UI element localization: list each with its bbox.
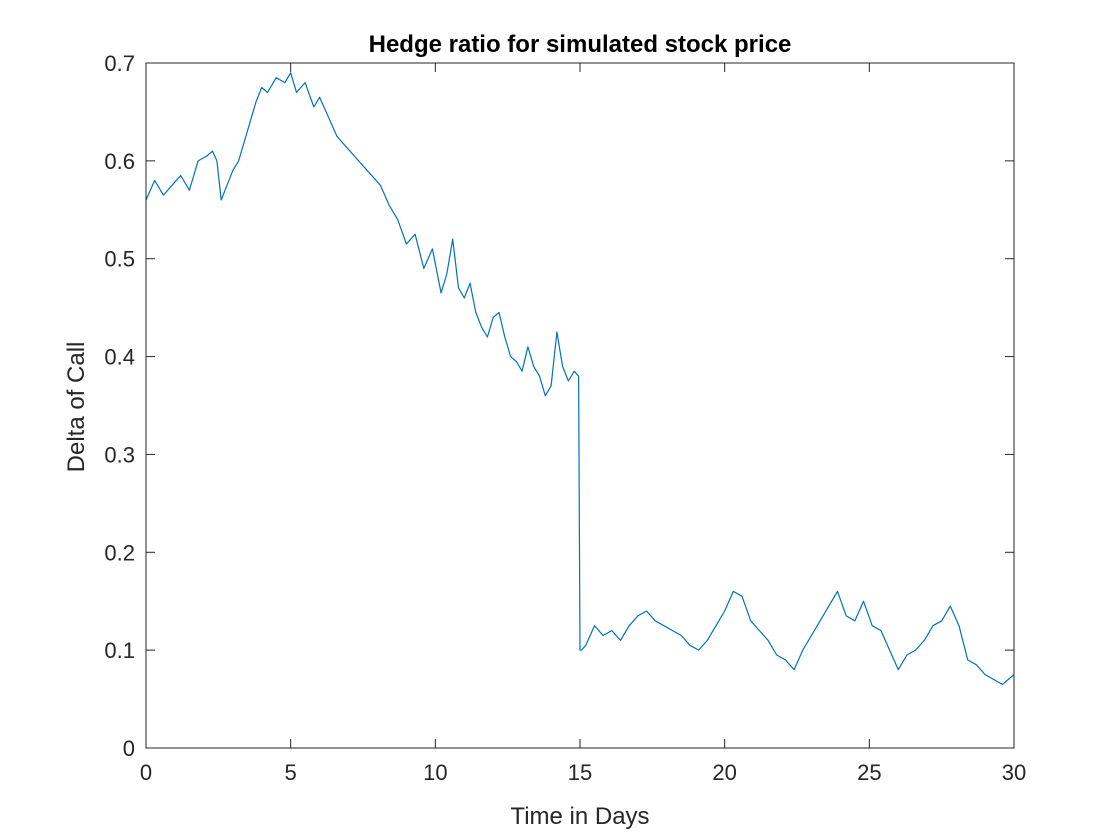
x-tick-label: 0 <box>140 760 152 785</box>
y-tick-label: 0.4 <box>104 345 135 370</box>
plot-area-border <box>145 62 1015 749</box>
y-tick-label: 0.1 <box>104 638 135 663</box>
x-axis-ticks: 0 5 10 15 20 25 30 <box>140 63 1026 785</box>
chart-title: Hedge ratio for simulated stock price <box>369 31 792 58</box>
y-tick-label: 0 <box>123 736 135 761</box>
series-line <box>145 72 1015 686</box>
y-tick-label: 0.7 <box>104 51 135 76</box>
y-axis-title: Delta of Call <box>63 342 90 473</box>
x-tick-label: 30 <box>1002 760 1026 785</box>
x-tick-label: 25 <box>857 760 881 785</box>
y-tick-label: 0.5 <box>104 247 135 272</box>
x-tick-label: 20 <box>712 760 736 785</box>
y-tick-label: 0.3 <box>104 442 135 467</box>
y-tick-label: 0.2 <box>104 540 135 565</box>
series-group <box>145 72 1015 686</box>
y-tick-label: 0.6 <box>104 149 135 174</box>
x-tick-label: 10 <box>423 760 447 785</box>
x-tick-label: 15 <box>568 760 592 785</box>
y-axis-ticks: 0 0.1 0.2 0.3 0.4 0.5 0.6 0.7 <box>104 51 1014 761</box>
x-tick-label: 5 <box>285 760 297 785</box>
x-axis-title: Time in Days <box>510 803 649 830</box>
